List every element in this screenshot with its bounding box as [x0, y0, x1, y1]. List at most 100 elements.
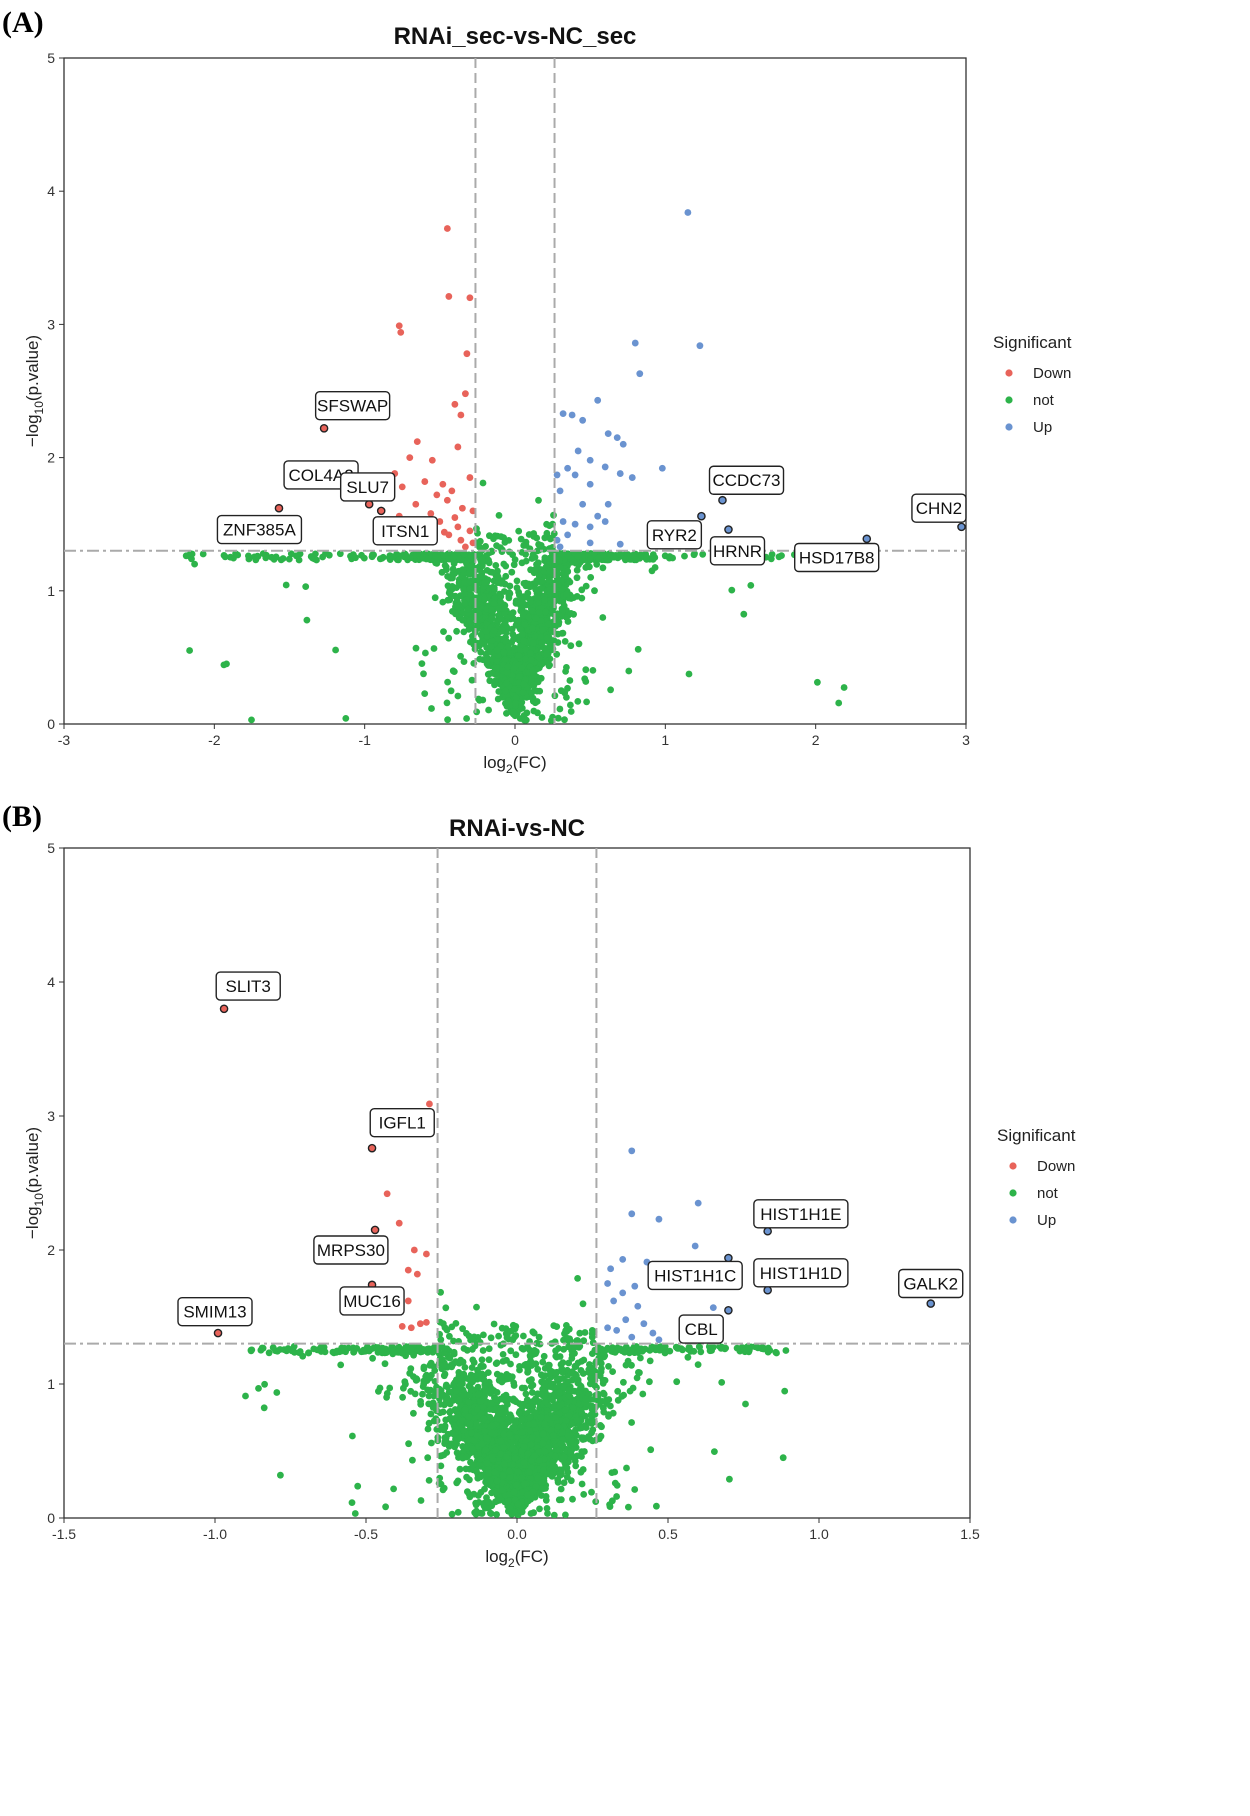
not-point — [519, 630, 526, 638]
not-point — [444, 678, 451, 686]
not-point — [538, 639, 546, 647]
not-point — [533, 698, 541, 705]
not-point — [488, 669, 496, 677]
not-point — [478, 556, 486, 564]
not-point — [514, 616, 522, 624]
not-point — [518, 1416, 526, 1424]
not-point — [538, 577, 546, 585]
not-point — [497, 1406, 505, 1413]
not-point — [537, 585, 545, 592]
not-point — [742, 1400, 749, 1408]
not-point — [547, 1369, 554, 1377]
not-point — [625, 667, 633, 675]
series-not — [242, 1275, 790, 1518]
legend-item: Down — [1033, 365, 1071, 382]
not-point — [479, 479, 487, 487]
not-point — [488, 606, 495, 613]
not-point — [681, 552, 688, 560]
highlight-point — [364, 499, 374, 509]
y-axis-label: −log10(p.value) — [23, 335, 46, 447]
highlight-point — [862, 534, 872, 544]
not-point — [421, 690, 429, 697]
not-point — [508, 672, 516, 679]
not-point — [369, 551, 376, 559]
label-box — [314, 390, 391, 421]
not-point — [494, 695, 502, 703]
x-tick-label: -3 — [58, 732, 71, 748]
not-point — [434, 554, 441, 561]
not-point — [494, 579, 502, 586]
not-point — [437, 1288, 444, 1296]
not-point — [517, 598, 525, 606]
not-point — [460, 658, 468, 665]
down-point — [448, 487, 456, 495]
not-point — [378, 555, 386, 562]
not-point — [448, 1363, 456, 1371]
not-point — [522, 646, 529, 654]
not-point — [528, 689, 536, 697]
not-point — [441, 1361, 449, 1369]
points-layer — [242, 1100, 790, 1518]
not-point — [520, 1332, 527, 1340]
not-point — [507, 1347, 515, 1355]
down-point — [451, 400, 459, 408]
not-point — [449, 667, 457, 675]
not-point — [182, 552, 190, 560]
up-point — [586, 539, 594, 547]
gene-label: HSD17B8 — [794, 534, 880, 573]
not-point — [495, 1332, 502, 1340]
not-point — [422, 649, 429, 657]
gene-label-text: SFSWAP — [317, 397, 388, 416]
not-point — [532, 578, 540, 586]
not-point — [684, 1353, 692, 1361]
not-point — [578, 586, 586, 594]
not-point — [546, 567, 554, 575]
down-point — [466, 474, 474, 481]
not-point — [418, 660, 426, 667]
not-point — [265, 1349, 273, 1357]
series-up — [553, 209, 704, 551]
not-point — [541, 554, 549, 562]
not-point — [463, 1453, 470, 1461]
not-point — [431, 1343, 438, 1351]
not-point — [446, 1408, 454, 1415]
not-point — [510, 635, 517, 643]
not-point — [518, 604, 526, 611]
not-point — [562, 572, 569, 580]
not-point — [532, 585, 539, 593]
not-point — [581, 675, 589, 683]
not-point — [455, 579, 463, 586]
not-point — [628, 1361, 635, 1369]
gene-label-text: CHN2 — [916, 499, 962, 518]
not-point — [572, 1462, 580, 1470]
chart-title: RNAi-vs-NC — [449, 815, 585, 842]
not-point — [547, 535, 554, 543]
not-point — [405, 1440, 412, 1448]
not-point — [568, 1437, 575, 1444]
not-point — [504, 663, 512, 671]
not-point — [508, 568, 516, 576]
not-point — [614, 1387, 622, 1395]
highlight-point — [697, 511, 706, 521]
x-tick-label: 1 — [661, 732, 669, 748]
down-point — [443, 225, 451, 232]
not-point — [510, 1382, 518, 1389]
gene-label: CHN2 — [911, 493, 967, 532]
not-point — [768, 551, 776, 558]
not-point — [625, 1503, 632, 1511]
not-point — [533, 561, 540, 568]
not-point — [587, 1411, 595, 1419]
not-point — [605, 1363, 612, 1370]
not-point — [605, 1413, 612, 1420]
not-point — [537, 660, 545, 667]
not-point — [260, 1404, 268, 1412]
not-point — [248, 1346, 256, 1354]
panel-letter: (B) — [2, 800, 42, 833]
not-point — [586, 563, 593, 571]
not-point — [483, 567, 491, 574]
not-point — [227, 553, 234, 561]
not-point — [551, 559, 558, 567]
not-point — [637, 1354, 644, 1362]
gene-label-text: ITSN1 — [381, 522, 429, 541]
not-point — [744, 1343, 752, 1350]
